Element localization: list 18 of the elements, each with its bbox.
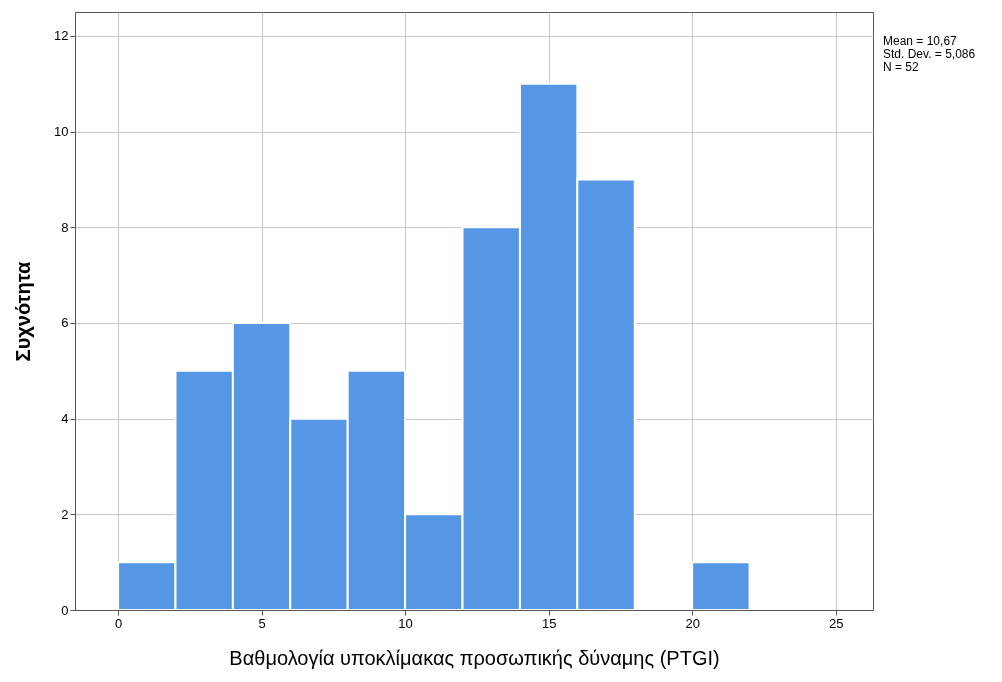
y-axis-title: Συχνότητα (12, 260, 35, 362)
x-tick-label: 20 (685, 615, 700, 631)
y-tick-label: 8 (61, 219, 69, 235)
y-tick-label: 6 (61, 315, 69, 331)
x-tick-label: 25 (828, 615, 844, 631)
y-tick-label: 4 (61, 411, 69, 427)
x-tick-label: 15 (541, 615, 557, 631)
x-tick-label: 10 (398, 615, 413, 631)
y-tick-label: 12 (54, 28, 69, 44)
text: Std. Dev. = 5,086 (883, 47, 976, 61)
x-tick-label: 5 (258, 615, 266, 631)
text: Mean = 10,67 (883, 34, 958, 48)
x-tick-label: 0 (114, 615, 123, 631)
y-tick-label: 0 (61, 602, 69, 618)
y-tick-label: 10 (54, 124, 69, 140)
text: N = 52 (883, 60, 920, 74)
x-axis-title: Βαθμολογία υποκλίμακας προσωπικής δύναμης (PTGI) (229, 646, 720, 669)
y-tick-label: 2 (61, 506, 69, 522)
